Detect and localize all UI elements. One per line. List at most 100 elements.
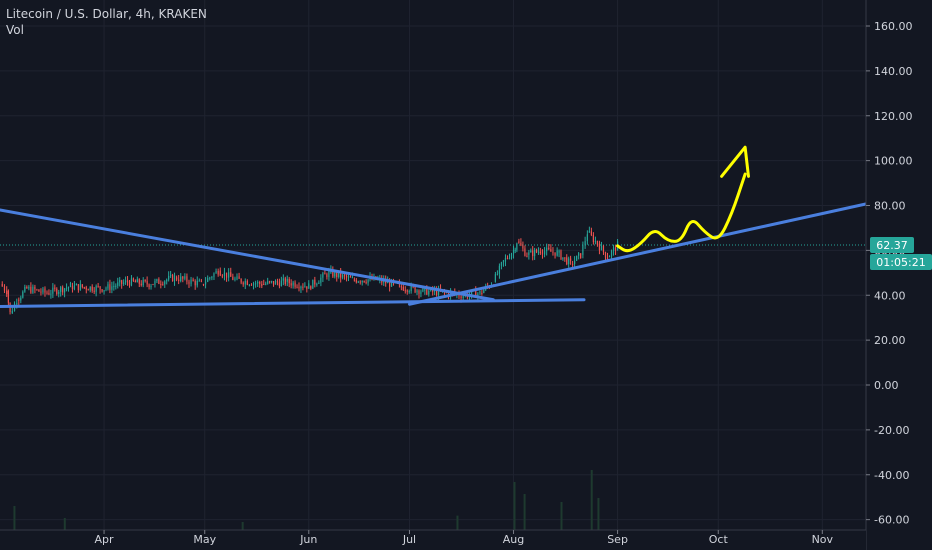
candle-body: [109, 284, 111, 290]
candle-body: [479, 290, 481, 294]
candle-body: [156, 279, 158, 282]
candle-body: [496, 273, 499, 275]
candle-body: [91, 286, 93, 291]
price-tick-label: 140.00: [874, 65, 913, 78]
candle-body: [437, 288, 440, 296]
candle-body: [44, 288, 46, 293]
candle-body: [30, 286, 32, 293]
candle-body: [426, 287, 428, 295]
candle-body: [56, 288, 58, 294]
candle-body: [60, 287, 62, 292]
candle-body: [123, 282, 125, 284]
projection-drawing[interactable]: [616, 145, 750, 253]
volume-bar: [63, 518, 66, 530]
candle-body: [248, 284, 251, 286]
candle-body: [28, 286, 30, 289]
volume-legend-label[interactable]: Vol: [6, 23, 24, 37]
price-tick-label: 40.00: [874, 289, 906, 302]
candle-body: [192, 279, 194, 282]
candle-body: [580, 253, 582, 258]
volume-bar: [560, 502, 563, 530]
candle-body: [326, 274, 328, 278]
volume-bar: [456, 515, 459, 530]
trendlines[interactable]: [0, 199, 881, 308]
candle-body: [93, 290, 95, 292]
candle-body: [36, 289, 38, 291]
candle-body: [240, 278, 242, 283]
candle-body: [436, 289, 438, 296]
candle-body: [54, 287, 56, 289]
candle-body: [252, 283, 255, 286]
time-tick-label: Jun: [299, 533, 317, 546]
candle-body: [75, 284, 78, 286]
candle-body: [387, 281, 389, 284]
candle-body: [175, 277, 178, 280]
trendline-flat-support: [0, 298, 586, 308]
candle-body: [428, 290, 430, 295]
volume-bar: [590, 470, 593, 530]
candle-body: [238, 276, 240, 279]
candle-body: [569, 258, 572, 261]
candle-body: [324, 273, 326, 275]
candle-body: [320, 277, 322, 283]
candle-body: [154, 281, 156, 285]
candle-body: [140, 283, 142, 286]
last-price-badge: 62.37: [876, 239, 908, 252]
candle-body: [18, 299, 20, 301]
candle-body: [170, 274, 172, 276]
candle-body: [322, 273, 324, 278]
candle-body: [150, 285, 152, 288]
countdown-badge: 01:05:21: [876, 256, 925, 269]
candle-body: [524, 248, 526, 256]
candle-body: [288, 278, 290, 284]
candle-body: [416, 290, 418, 293]
candle-body: [272, 281, 275, 285]
candle-body: [600, 245, 603, 251]
candle-body: [117, 282, 119, 286]
candle-body: [590, 231, 592, 236]
candle-body: [389, 281, 391, 287]
time-tick-label: Nov: [812, 533, 834, 546]
price-tick-label: -60.00: [874, 514, 909, 527]
candle-body: [119, 280, 121, 283]
candle-body: [194, 281, 196, 286]
symbol-title[interactable]: Litecoin / U.S. Dollar, 4h, KRAKEN: [6, 7, 207, 21]
time-axis[interactable]: Apr May Jun Jul Aug Sep Oct Nov: [0, 529, 866, 550]
candle-body: [207, 278, 209, 282]
candle-body: [578, 253, 580, 256]
chart-legend: Litecoin / U.S. Dollar, 4h, KRAKEN Vol: [6, 6, 207, 38]
candle-body: [146, 280, 148, 285]
candle-body: [142, 280, 144, 286]
candle-body: [130, 278, 133, 286]
candle-body: [294, 282, 296, 287]
candle-body: [40, 291, 42, 293]
candle-body: [223, 272, 226, 277]
candle-body: [546, 247, 548, 252]
candle-body: [246, 281, 248, 285]
candle-body: [512, 250, 515, 254]
candle-body: [244, 281, 246, 285]
candle-body: [347, 276, 350, 278]
candle-body: [328, 270, 330, 278]
volume-bars: [13, 470, 600, 530]
candle-body: [532, 250, 534, 257]
candle-body: [236, 276, 238, 280]
candle-body: [200, 280, 202, 282]
candle-body: [278, 282, 281, 287]
candle-body: [576, 255, 578, 261]
price-tick-label: 20.00: [874, 334, 906, 347]
candle-body: [302, 286, 304, 288]
candle-body: [304, 286, 306, 288]
volume-bar: [241, 522, 244, 530]
candle-body: [574, 260, 576, 264]
time-tick-label: Sep: [607, 533, 628, 546]
price-axis[interactable]: 160.00140.00120.00100.0080.0060.0040.002…: [865, 0, 932, 550]
candle-body: [541, 250, 544, 255]
candle-body: [182, 276, 184, 279]
candle-body: [255, 283, 257, 285]
candle-body: [3, 286, 6, 291]
candle-body: [111, 286, 113, 290]
candle-body: [510, 253, 513, 258]
